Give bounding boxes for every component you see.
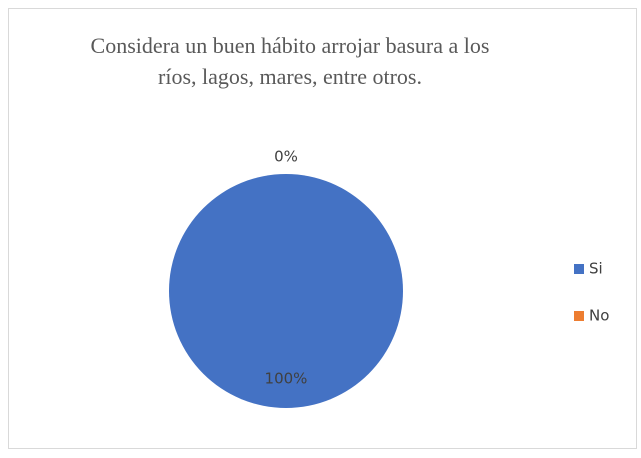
pie-slice (169, 174, 403, 408)
legend-label: Si (589, 260, 603, 278)
legend-swatch (574, 311, 584, 321)
chart-frame (8, 8, 637, 449)
legend-swatch (574, 264, 584, 274)
legend-label: No (589, 307, 609, 325)
data-label: 0% (274, 148, 298, 166)
data-label: 100% (265, 369, 308, 387)
chart-title: Considera un buen hábito arrojar basura … (90, 33, 490, 89)
